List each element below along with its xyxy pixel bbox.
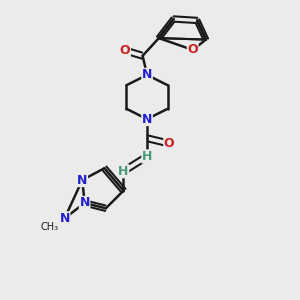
Text: N: N [80,196,90,209]
Text: H: H [142,150,152,163]
Text: CH₃: CH₃ [41,222,59,232]
Text: N: N [142,112,152,126]
Text: N: N [77,173,88,187]
Text: N: N [59,212,70,225]
Text: O: O [120,44,130,57]
Text: O: O [164,137,175,150]
Text: H: H [118,165,129,178]
Text: N: N [142,68,152,81]
Text: O: O [188,44,198,56]
